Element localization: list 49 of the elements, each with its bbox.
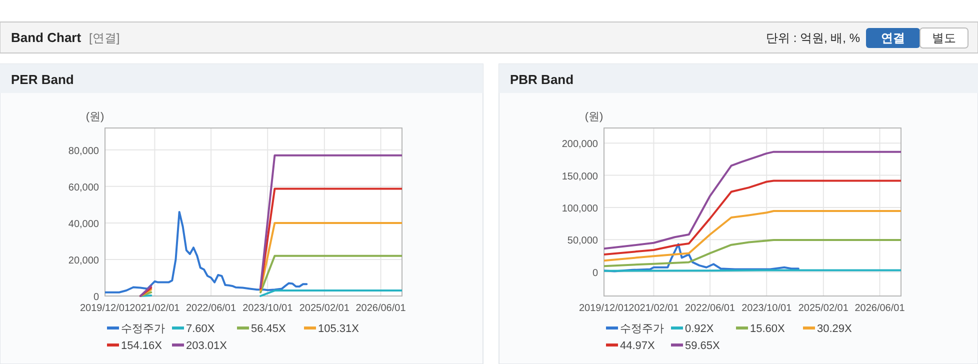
x-tick-label: 2022/06/01 (186, 303, 237, 314)
legend-label: 44.97X (620, 340, 656, 352)
text: 연결 (881, 31, 905, 45)
legend-label: 59.65X (685, 340, 721, 352)
legend-label: 203.01X (186, 340, 228, 352)
line-series (604, 180, 901, 256)
y-tick-label: 50,000 (567, 236, 598, 247)
x-tick-label: 2025/02/01 (798, 303, 849, 314)
legend-label: 7.60X (186, 323, 216, 335)
x-tick-label: 2019/12/01 (80, 303, 130, 314)
x-tick-label: 2021/02/01 (130, 303, 180, 314)
x-tick-label: 2021/02/01 (628, 303, 680, 314)
legend-label: 수정주가 (121, 323, 165, 335)
y-tick-label: 150,000 (562, 171, 598, 182)
y-tick-label: 80,000 (68, 146, 100, 157)
legend-label: 수정주가 (620, 323, 664, 335)
legend-label: 105.31X (318, 323, 360, 335)
y-tick-label: 200,000 (562, 139, 598, 150)
line-series (105, 211, 308, 294)
y-axis-title: (원) (86, 111, 104, 123)
y-tick-label: 0 (592, 268, 598, 279)
chart-title: PBR Band (510, 72, 574, 87)
text: 별도 (932, 31, 956, 45)
x-tick-label: 2023/10/01 (742, 303, 792, 314)
line-series (604, 239, 901, 268)
y-tick-label: 40,000 (68, 218, 100, 230)
legend-label: 154.16X (121, 340, 163, 352)
x-tick-label: 2025/02/01 (299, 303, 350, 314)
legend-label: 0.92X (685, 323, 714, 335)
x-tick-label: 2019/12/01 (578, 303, 630, 314)
line-series (604, 210, 901, 262)
text: 단위 : 억원, 배, % (766, 31, 860, 45)
legend-label: 30.29X (817, 323, 853, 335)
line-series (604, 243, 800, 272)
y-tick-label: 20,000 (68, 255, 100, 266)
legend-label: 15.60X (750, 323, 786, 335)
x-tick-label: 2026/06/01 (854, 303, 906, 314)
y-axis-title: (원) (584, 111, 604, 123)
line-series (604, 150, 901, 250)
x-tick-label: 2023/10/01 (242, 303, 294, 314)
legend-label: 56.45X (251, 323, 287, 335)
y-tick-label: 0 (93, 292, 100, 303)
x-tick-label: 2022/06/01 (685, 303, 736, 314)
y-tick-label: 60,000 (68, 182, 100, 194)
text: Band Chart (11, 30, 82, 45)
chart-title: PER Band (11, 72, 74, 87)
text: [연결] (89, 31, 120, 45)
x-tick-label: 2026/06/01 (356, 303, 406, 314)
y-tick-label: 100,000 (562, 203, 598, 214)
